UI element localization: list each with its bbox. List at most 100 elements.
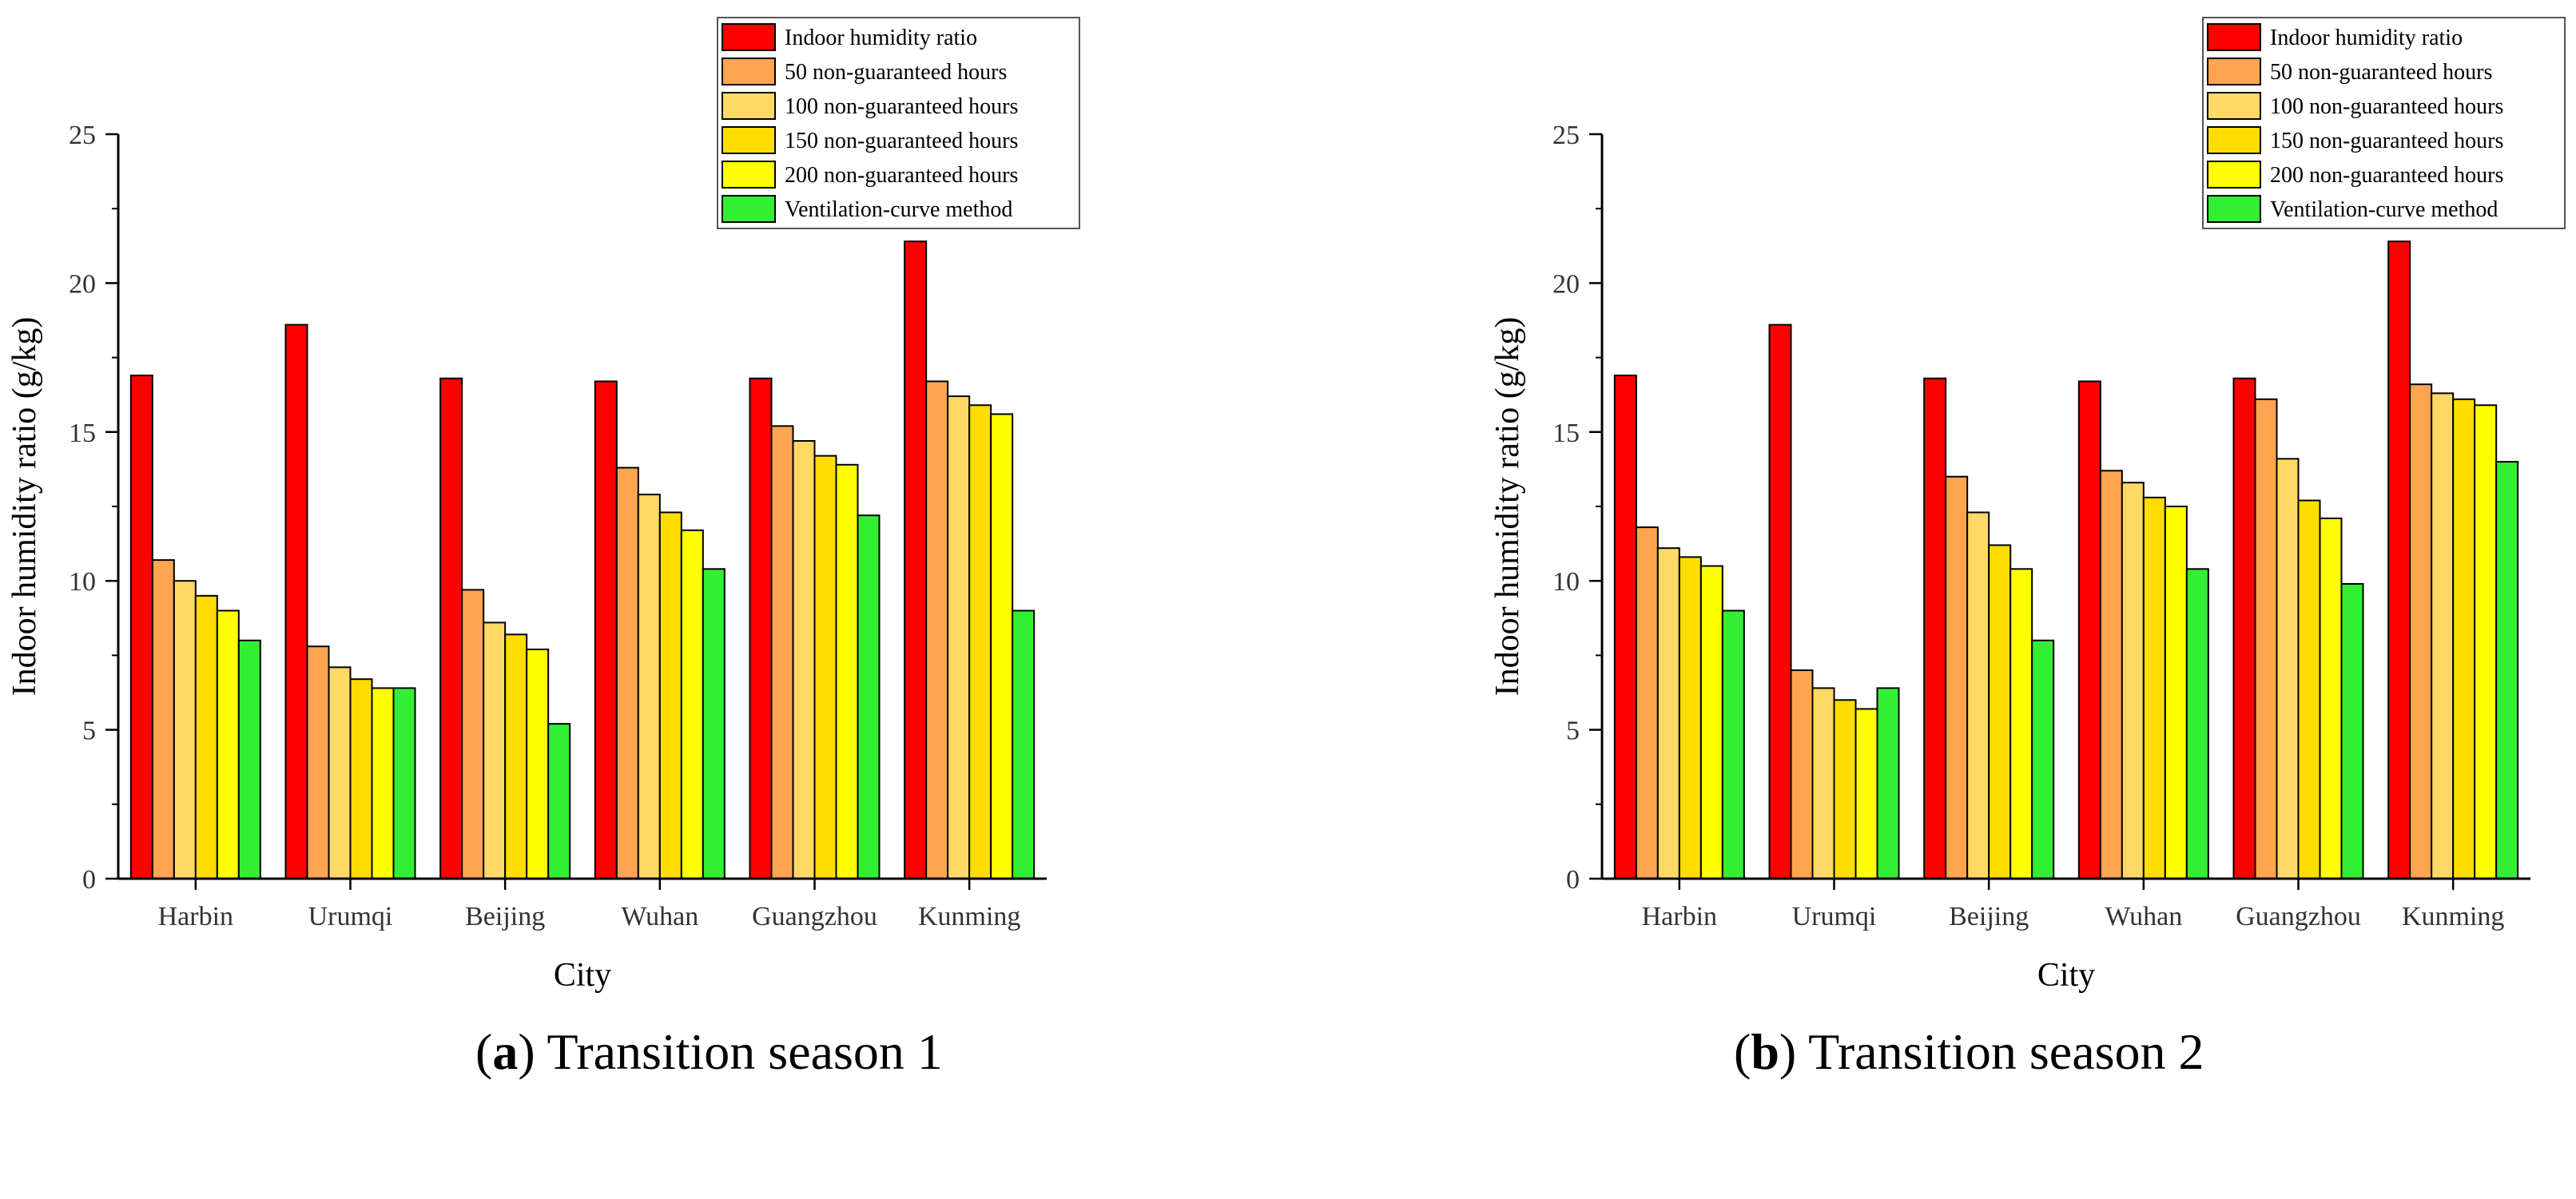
y-axis-title: Indoor humidity ratio (g/kg) (6, 317, 43, 697)
bar-urumqi-series-3 (1811, 687, 1835, 880)
y-tick-label: 20 (1552, 269, 1580, 299)
chart-transition-season-1: Harbin Urumqi Beijing Wuhan Guangzhou Kunming… (6, 17, 1080, 994)
legend-label: 150 non-guaranteed hours (2270, 129, 2503, 153)
x-tick-label: Harbin (158, 902, 233, 931)
bar-harbin-series-6 (237, 639, 261, 879)
bar-harbin-series-1 (129, 374, 153, 879)
x-tick-label: Wuhan (621, 902, 698, 931)
caption-b: (b) Transition season 2 (1734, 1023, 2204, 1080)
x-tick-label: Beijing (1949, 902, 2029, 931)
bar-kunming-series-3 (947, 395, 971, 879)
bar-harbin-series-2 (151, 559, 175, 879)
bar-kunming-series-4 (968, 404, 992, 879)
legend-swatch (722, 58, 776, 85)
bar-harbin-series-4 (194, 594, 218, 880)
bar-guangzhou-series-3 (2276, 458, 2300, 879)
bar-kunming-series-6 (1012, 609, 1036, 879)
caption-text: Transition season 2 (1808, 1023, 2204, 1080)
bar-guangzhou-series-3 (792, 439, 816, 879)
caption-letter: b (1751, 1023, 1779, 1080)
x-axis-title: City (2037, 957, 2095, 994)
legend-swatch (2207, 92, 2261, 120)
bar-wuhan-series-1 (594, 380, 618, 879)
bar-guangzhou-series-6 (857, 514, 881, 880)
bar-guangzhou-series-2 (2254, 398, 2278, 879)
legend-label: 50 non-guaranteed hours (785, 60, 1007, 85)
y-tick-label: 5 (82, 717, 96, 746)
bar-beijing-series-1 (1923, 377, 1947, 880)
bar-urumqi-series-4 (349, 678, 373, 879)
legend-box (2202, 17, 2566, 229)
bar-guangzhou-series-1 (2232, 377, 2256, 880)
y-tick-label: 20 (69, 269, 96, 299)
legend-label: 100 non-guaranteed hours (2270, 94, 2503, 119)
legend-label: Indoor humidity ratio (2270, 26, 2463, 50)
bar-wuhan-series-6 (2185, 568, 2209, 880)
legend-label: Ventilation-curve method (2270, 197, 2498, 222)
bar-wuhan-series-4 (2142, 496, 2166, 879)
x-axis-title: City (554, 957, 611, 994)
bar-harbin-series-3 (1656, 547, 1680, 880)
bar-beijing-series-2 (461, 589, 485, 879)
bar-urumqi-series-3 (328, 666, 352, 879)
x-tick-label: Guangzhou (752, 902, 877, 931)
x-tick-label: Urumqi (1792, 902, 1877, 931)
bar-harbin-series-3 (173, 580, 197, 879)
caption-letter: a (492, 1023, 519, 1080)
bar-harbin-series-4 (1678, 556, 1702, 879)
bar-beijing-series-6 (2031, 639, 2055, 879)
legend-label: 200 non-guaranteed hours (2270, 163, 2503, 188)
y-tick-label: 0 (1566, 865, 1580, 895)
caption-a: (a) Transition season 1 (475, 1023, 943, 1080)
bar-beijing-series-5 (526, 648, 550, 879)
bar-beijing-series-1 (439, 377, 463, 880)
bar-urumqi-series-2 (1790, 669, 1814, 879)
x-tick-label: Kunming (918, 902, 1020, 931)
legend-box (717, 17, 1080, 229)
bar-guangzhou-series-5 (2319, 517, 2343, 879)
bar-beijing-series-2 (1945, 475, 1969, 879)
legend-swatch (722, 195, 776, 223)
bar-harbin-series-6 (1721, 609, 1745, 879)
bar-guangzhou-series-6 (2340, 582, 2364, 879)
bar-beijing-series-3 (1966, 511, 1990, 879)
y-tick-label: 15 (1552, 419, 1580, 448)
y-tick-label: 15 (69, 419, 96, 448)
legend-label: 50 non-guaranteed hours (2270, 60, 2492, 85)
y-tick-label: 10 (69, 567, 96, 597)
bar-kunming-series-2 (925, 380, 949, 879)
y-tick-label: 0 (82, 865, 96, 895)
y-tick-label: 10 (1552, 567, 1580, 597)
bar-wuhan-series-3 (2121, 482, 2145, 880)
bar-wuhan-series-3 (637, 494, 661, 879)
bar-guangzhou-series-4 (813, 455, 837, 879)
legend-label: Ventilation-curve method (785, 197, 1012, 222)
x-tick-label: Beijing (465, 902, 545, 931)
bar-urumqi-series-6 (392, 687, 416, 880)
bar-urumqi-series-6 (1876, 687, 1900, 880)
bar-harbin-series-1 (1613, 374, 1637, 879)
bar-kunming-series-6 (2495, 461, 2519, 879)
bar-harbin-series-5 (1699, 565, 1723, 879)
bar-beijing-series-3 (483, 621, 507, 880)
bar-beijing-series-6 (547, 723, 571, 879)
bar-beijing-series-4 (504, 633, 528, 880)
bar-wuhan-series-1 (2077, 380, 2101, 879)
bar-urumqi-series-5 (371, 687, 395, 880)
bar-guangzhou-series-5 (835, 463, 859, 879)
legend-swatch (722, 23, 776, 51)
bar-guangzhou-series-4 (2297, 499, 2321, 879)
legend-label: 150 non-guaranteed hours (785, 129, 1018, 153)
bar-wuhan-series-2 (615, 466, 639, 879)
legend-swatch (2207, 23, 2261, 51)
y-tick-label: 25 (1552, 121, 1580, 150)
legend: Indoor humidity ratio 50 non-guaranteed h… (2202, 17, 2566, 229)
bar-kunming-series-3 (2431, 392, 2455, 879)
legend-swatch (722, 126, 776, 154)
x-tick-label: Harbin (1642, 902, 1717, 931)
bar-kunming-series-5 (990, 413, 1014, 879)
bar-wuhan-series-4 (658, 511, 682, 879)
bar-beijing-series-4 (1988, 544, 2012, 879)
x-tick-label: Wuhan (2105, 902, 2182, 931)
